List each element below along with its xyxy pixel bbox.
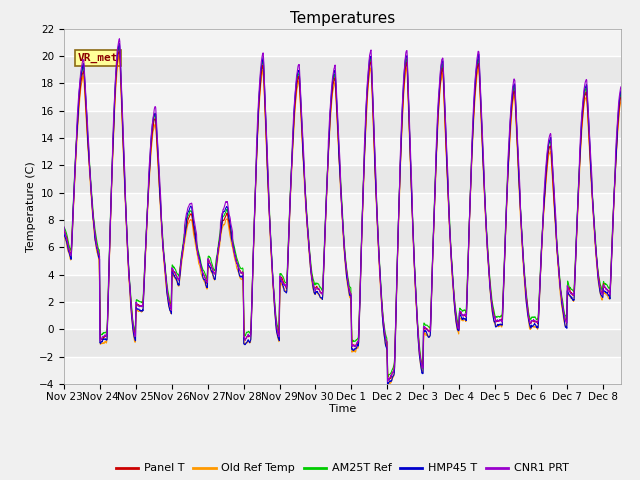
Old Ref Temp xyxy=(617,99,625,105)
HMP45 T xyxy=(161,258,168,264)
Old Ref Temp xyxy=(272,318,280,324)
Bar xyxy=(64,302,621,329)
Panel T xyxy=(544,154,552,159)
CNR1 PRT xyxy=(171,269,179,275)
Old Ref Temp xyxy=(171,275,179,281)
AM25T Ref xyxy=(60,225,68,230)
Bar xyxy=(64,138,621,166)
Panel T xyxy=(384,377,392,383)
CNR1 PRT xyxy=(384,379,392,384)
CNR1 PRT xyxy=(617,84,625,90)
HMP45 T xyxy=(171,274,179,279)
Text: VR_met: VR_met xyxy=(78,53,118,63)
Old Ref Temp xyxy=(161,264,168,269)
HMP45 T xyxy=(384,385,392,391)
HMP45 T xyxy=(272,318,280,324)
CNR1 PRT xyxy=(116,36,124,42)
AM25T Ref xyxy=(384,374,392,380)
Panel T xyxy=(116,48,124,54)
Title: Temperatures: Temperatures xyxy=(290,11,395,26)
CNR1 PRT xyxy=(60,224,68,230)
Old Ref Temp xyxy=(115,53,123,59)
HMP45 T xyxy=(617,88,625,94)
HMP45 T xyxy=(60,231,68,237)
AM25T Ref xyxy=(171,265,179,271)
AM25T Ref xyxy=(544,150,552,156)
AM25T Ref xyxy=(161,255,168,261)
Panel T xyxy=(617,95,625,100)
CNR1 PRT xyxy=(161,259,168,264)
Old Ref Temp xyxy=(384,383,392,389)
CNR1 PRT xyxy=(544,144,552,150)
AM25T Ref xyxy=(482,217,490,223)
Old Ref Temp xyxy=(221,220,229,226)
Bar xyxy=(64,84,621,111)
Line: CNR1 PRT: CNR1 PRT xyxy=(64,39,621,382)
AM25T Ref xyxy=(272,310,280,315)
Panel T xyxy=(171,270,179,276)
Old Ref Temp xyxy=(60,232,68,238)
Panel T xyxy=(60,228,68,234)
Legend: Panel T, Old Ref Temp, AM25T Ref, HMP45 T, CNR1 PRT: Panel T, Old Ref Temp, AM25T Ref, HMP45 … xyxy=(112,459,573,478)
Panel T xyxy=(161,258,168,264)
HMP45 T xyxy=(544,148,552,154)
Y-axis label: Temperature (C): Temperature (C) xyxy=(26,161,36,252)
CNR1 PRT xyxy=(272,312,280,318)
X-axis label: Time: Time xyxy=(329,405,356,414)
AM25T Ref xyxy=(221,211,229,216)
CNR1 PRT xyxy=(482,221,490,227)
Line: HMP45 T: HMP45 T xyxy=(64,44,621,388)
AM25T Ref xyxy=(617,91,625,96)
Panel T xyxy=(272,314,280,320)
HMP45 T xyxy=(482,219,490,225)
AM25T Ref xyxy=(115,44,123,49)
Bar xyxy=(64,29,621,56)
HMP45 T xyxy=(116,41,124,47)
Bar xyxy=(64,357,621,384)
Panel T xyxy=(482,220,490,226)
Line: AM25T Ref: AM25T Ref xyxy=(64,47,621,377)
CNR1 PRT xyxy=(221,202,229,207)
Old Ref Temp xyxy=(482,226,490,231)
HMP45 T xyxy=(221,207,229,213)
Old Ref Temp xyxy=(544,160,552,166)
Bar xyxy=(64,247,621,275)
Bar xyxy=(64,193,621,220)
Line: Panel T: Panel T xyxy=(64,51,621,380)
Line: Old Ref Temp: Old Ref Temp xyxy=(64,56,621,386)
Panel T xyxy=(221,215,229,220)
